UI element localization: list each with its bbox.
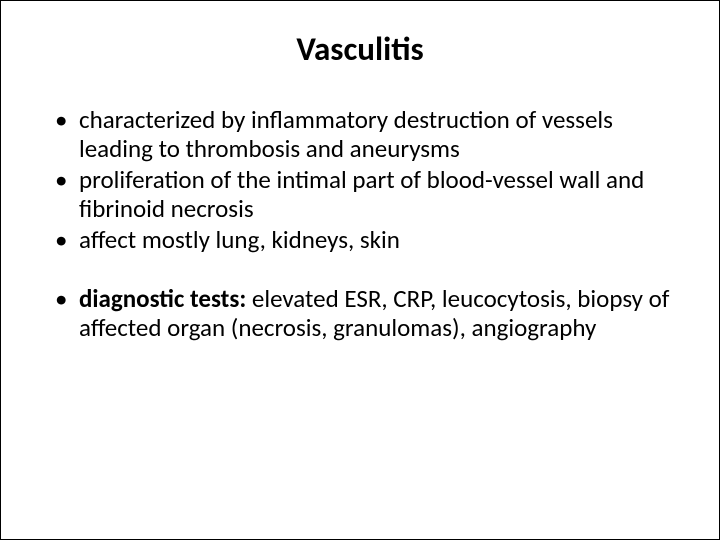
bullet-item: proliferation of the intimal part of blo… bbox=[49, 165, 671, 223]
slide-title: Vasculitis bbox=[49, 29, 671, 69]
bullet-text: proliferation of the intimal part of blo… bbox=[79, 164, 644, 224]
bullet-list-1: characterized by inflammatory destructio… bbox=[49, 105, 671, 254]
bullet-item: diagnostic tests: elevated ESR, CRP, leu… bbox=[49, 284, 671, 342]
bullet-item: affect mostly lung, kidneys, skin bbox=[49, 225, 671, 254]
bullet-item: characterized by inflammatory destructio… bbox=[49, 105, 671, 163]
bullet-bold-prefix: diagnostic tests: bbox=[79, 283, 246, 314]
slide-container: Vasculitis characterized by inflammatory… bbox=[1, 1, 719, 539]
bullet-text: characterized by inflammatory destructio… bbox=[79, 104, 613, 164]
bullet-list-2: diagnostic tests: elevated ESR, CRP, leu… bbox=[49, 284, 671, 342]
bullet-text: affect mostly lung, kidneys, skin bbox=[79, 224, 400, 255]
spacer bbox=[49, 256, 671, 284]
